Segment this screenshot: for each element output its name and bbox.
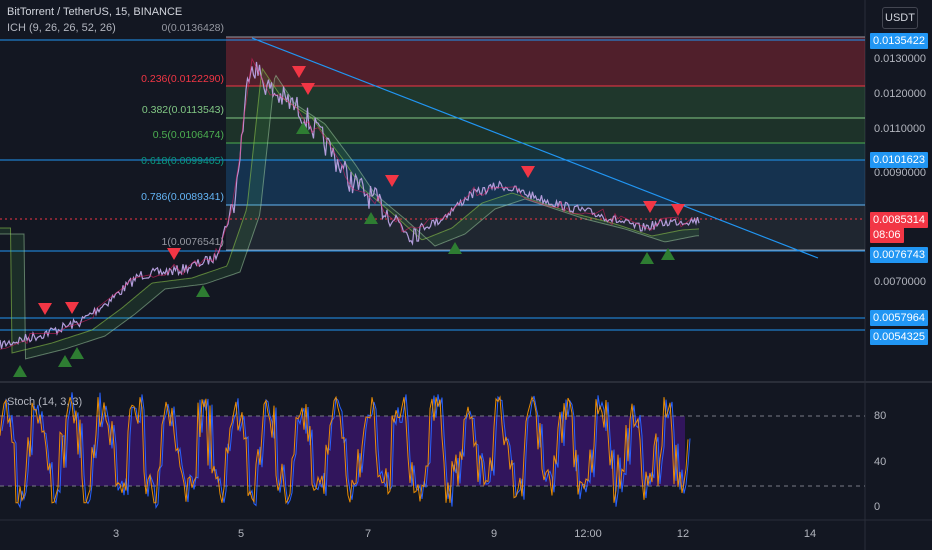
fib-label-0: 0(0.0136428)	[161, 22, 224, 34]
descending-trendline	[251, 37, 819, 259]
sell-signal-marker	[38, 303, 52, 315]
fib-label-618: 0.618(0.0099405)	[141, 155, 224, 167]
sell-signal-marker	[521, 166, 535, 178]
buy-signal-marker	[58, 355, 72, 367]
price-tag-support: 0.0076743	[870, 247, 928, 263]
price-tag-level: 0.0057964	[870, 310, 928, 326]
ichimoku-span-a	[0, 67, 700, 354]
sell-signal-marker	[65, 302, 79, 314]
stoch-tick: 40	[874, 456, 887, 468]
price-tag-high: 0.0135422	[870, 33, 928, 49]
sell-signal-marker	[292, 66, 306, 78]
stoch-tick: 0	[874, 501, 881, 513]
time-label: 7	[364, 528, 372, 540]
price-tag-level: 0.0054325	[870, 329, 928, 345]
price-tick: 0.0070000	[874, 276, 926, 288]
sell-signal-marker	[671, 204, 685, 216]
ichimoku-cloud	[0, 68, 699, 359]
fib-label-1: 1(0.0076541)	[161, 236, 224, 248]
price-tag-last: 0.0085314	[870, 212, 928, 228]
buy-signal-marker	[196, 285, 210, 297]
stoch-tick: 80	[874, 410, 887, 422]
ichimoku-span-b	[0, 74, 700, 360]
time-label: 5	[237, 528, 245, 540]
buy-signal-marker	[296, 122, 310, 134]
ichimoku-conversion-line	[0, 57, 694, 350]
time-label: 3	[112, 528, 120, 540]
buy-signal-marker	[70, 347, 84, 359]
time-label: 12	[676, 528, 690, 540]
buy-signal-marker	[364, 212, 378, 224]
price-tick: 0.0090000	[874, 167, 926, 179]
price-tag-countdown: 08:06	[870, 227, 904, 243]
stoch-indicator-label[interactable]: Stoch (14, 3, 3)	[7, 396, 83, 408]
sell-signal-marker	[301, 83, 315, 95]
sell-signal-marker	[167, 248, 181, 260]
stoch-k-line	[0, 395, 689, 505]
price-tick: 0.0130000	[874, 53, 926, 65]
fib-zone	[226, 118, 865, 143]
price-tick: 0.0110000	[874, 123, 926, 135]
time-label: 12:00	[574, 528, 602, 540]
buy-signal-marker	[13, 365, 27, 377]
fib-label-786: 0.786(0.0089341)	[141, 191, 224, 203]
time-label: 9	[490, 528, 498, 540]
fib-zone	[226, 160, 865, 205]
fib-zone	[226, 86, 865, 118]
currency-button[interactable]: USDT	[882, 7, 918, 29]
time-label: 14	[803, 528, 817, 540]
price-tick: 0.0120000	[874, 88, 926, 100]
symbol-title[interactable]: BitTorrent / TetherUS, 15, BINANCE	[7, 6, 183, 18]
fib-label-382: 0.382(0.0113543)	[141, 104, 224, 116]
ichimoku-indicator-label[interactable]: ICH (9, 26, 26, 52, 26)	[7, 22, 116, 34]
fib-zone	[226, 37, 865, 86]
fib-zone	[226, 205, 865, 250]
buy-signal-marker	[448, 242, 462, 254]
buy-signal-marker	[640, 252, 654, 264]
price-tag-fib-618: 0.0101623	[870, 152, 928, 168]
fib-label-236: 0.236(0.0122290)	[141, 73, 224, 85]
fib-label-5: 0.5(0.0106474)	[152, 129, 224, 141]
sell-signal-marker	[643, 201, 657, 213]
buy-signal-marker	[661, 248, 675, 260]
sell-signal-marker	[385, 175, 399, 187]
